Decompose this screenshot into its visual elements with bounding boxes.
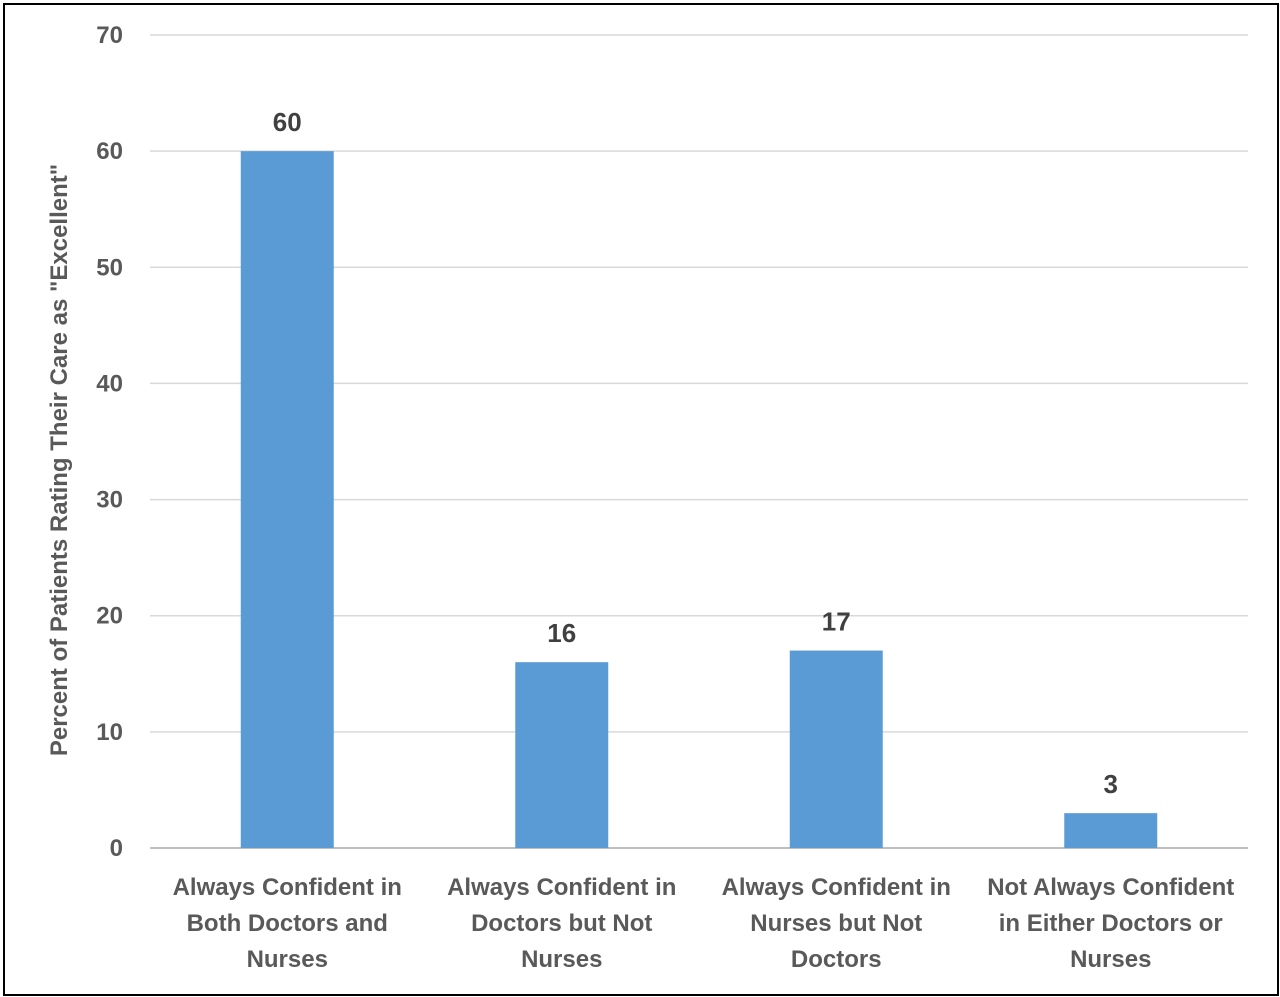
y-tick-label-40: 40 [96,370,123,397]
category-label-1-line-2: Both Doctors and [187,910,388,937]
category-labels: Always Confident in Both Doctors and Nurse… [173,874,1235,973]
category-label-4-line-2: in Either Doctors or [999,910,1223,937]
y-tick-label-20: 20 [96,603,123,630]
bar-4 [1064,813,1158,848]
category-label-2-line-1: Always Confident in [447,874,676,901]
data-labels: 60 16 17 3 [273,107,1118,799]
y-axis-ticks: 0 10 20 30 40 50 60 70 [96,22,123,862]
category-label-2-line-3: Nurses [521,946,602,973]
data-label-4: 3 [1104,769,1118,799]
category-label-3-line-2: Nurses but Not [750,910,922,937]
data-label-2: 16 [547,618,576,648]
y-tick-label-10: 10 [96,719,123,746]
y-tick-label-30: 30 [96,487,123,514]
data-label-3: 17 [822,607,851,637]
category-label-4-line-3: Nurses [1070,946,1151,973]
bar-1 [240,151,334,849]
category-label-1-line-3: Nurses [247,946,328,973]
y-axis-label: Percent of Patients Rating Their Care as… [46,164,73,756]
y-tick-label-0: 0 [110,835,123,862]
y-tick-label-50: 50 [96,254,123,281]
category-label-1-line-1: Always Confident in [173,874,402,901]
bar-2 [515,662,609,848]
category-label-3-line-1: Always Confident in [722,874,951,901]
bars [240,151,1158,849]
category-label-2-line-2: Doctors but Not [471,910,652,937]
bar-3 [789,650,883,848]
data-label-1: 60 [273,107,302,137]
category-label-3-line-3: Doctors [791,946,882,973]
category-label-4-line-1: Not Always Confident [987,874,1234,901]
y-tick-label-60: 60 [96,138,123,165]
y-tick-label-70: 70 [96,22,123,49]
